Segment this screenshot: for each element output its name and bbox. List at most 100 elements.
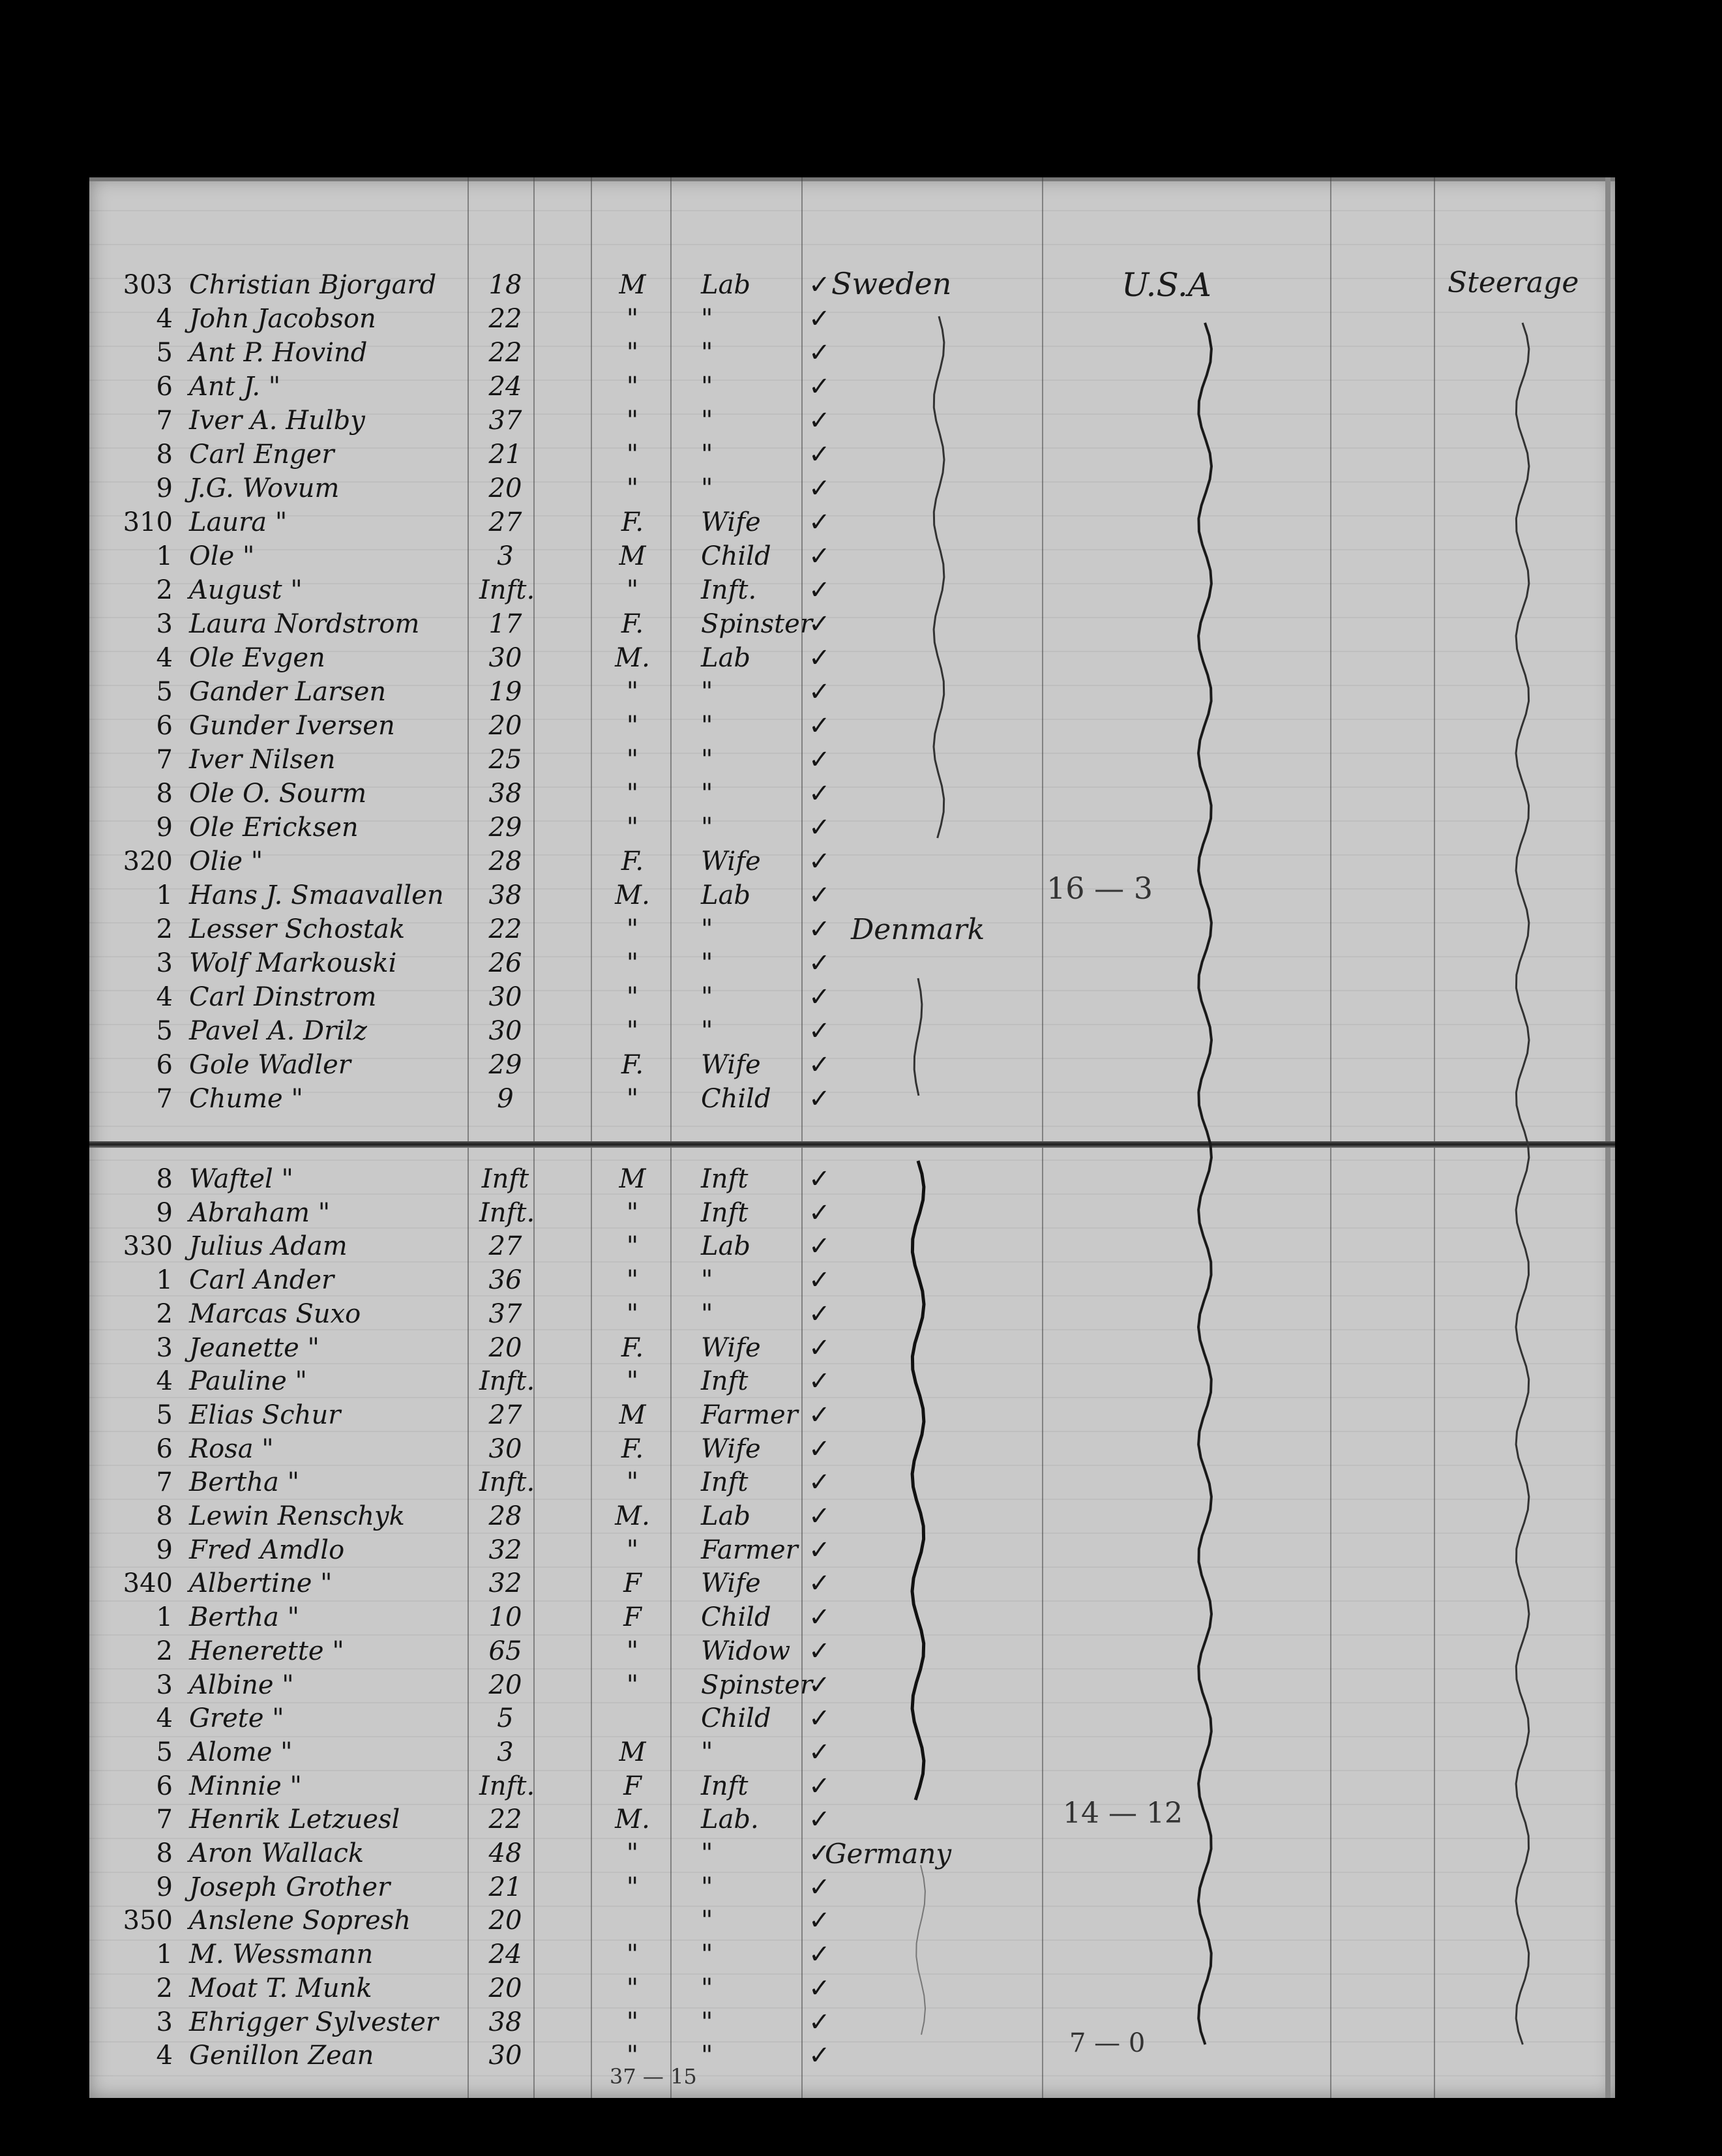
table-row: 6 Minnie " Inft. F Inft ✓ — [0, 1770, 1722, 1803]
passenger-occupation: " — [701, 440, 713, 470]
passenger-age: 20 — [488, 473, 522, 503]
passenger-occupation: " — [701, 1838, 713, 1868]
passenger-name: Lesser Schostak — [189, 914, 406, 944]
passenger-occupation: Wife — [701, 846, 761, 876]
table-row: 8 Ole O. Sourm 38 " " ✓ — [0, 777, 1722, 810]
check-mark: ✓ — [809, 1332, 831, 1363]
passenger-number: 5 — [156, 1016, 173, 1046]
check-mark: ✓ — [809, 880, 831, 910]
check-mark: ✓ — [809, 2041, 831, 2071]
column-rule — [1330, 177, 1331, 2098]
passenger-name: Chume " — [189, 1084, 303, 1114]
table-row: 1 M. Wessmann 24 " " ✓ — [0, 1938, 1722, 1971]
passenger-number: 3 — [156, 948, 173, 978]
passenger-name: Joseph Grother — [189, 1872, 391, 1902]
check-mark: ✓ — [809, 575, 831, 605]
passenger-name: Henrik Letzuesl — [189, 1804, 400, 1835]
passenger-sex: " — [626, 1872, 639, 1902]
passenger-age: 17 — [488, 609, 522, 639]
passenger-age: 36 — [488, 1265, 522, 1296]
table-row: 350 Anslene Sopresh 20 " ✓ — [0, 1904, 1722, 1937]
table-row: 340 Albertine " 32 F Wife ✓ — [0, 1567, 1722, 1600]
table-row: 1 Hans J. Smaavallen 38 M. Lab ✓ — [0, 879, 1722, 912]
table-row: 2 Lesser Schostak 22 " " ✓ — [0, 913, 1722, 946]
passenger-name: Carl Dinstrom — [189, 982, 377, 1012]
passenger-sex: M. — [615, 643, 650, 673]
table-row: 8 Waftel " Inft M Inft ✓ — [0, 1163, 1722, 1195]
passenger-number: 1 — [156, 880, 173, 910]
table-row: 4 Genillon Zean 30 " " ✓ — [0, 2039, 1722, 2072]
passenger-name: Olie " — [189, 846, 263, 876]
passenger-age: Inft. — [479, 1366, 535, 1397]
denmark-bracket-bottom — [910, 1160, 926, 1801]
passenger-age: 26 — [488, 948, 522, 978]
passenger-name: Julius Adam — [189, 1231, 348, 1262]
passenger-age: 30 — [488, 2041, 522, 2071]
check-mark: ✓ — [809, 2007, 831, 2037]
page-right-edge — [1605, 177, 1611, 2098]
check-mark: ✓ — [809, 914, 831, 944]
table-row: 7 Chume " 9 " Child ✓ — [0, 1083, 1722, 1115]
passenger-name: Albertine " — [189, 1568, 333, 1599]
check-mark: ✓ — [809, 1568, 831, 1599]
check-mark: ✓ — [809, 745, 831, 775]
table-row: 320 Olie " 28 F. Wife ✓ — [0, 845, 1722, 878]
column-rule — [591, 177, 592, 2098]
passenger-name: Pavel A. Drilz — [189, 1016, 367, 1046]
check-mark: ✓ — [809, 1366, 831, 1397]
passenger-number: 3 — [156, 2007, 173, 2037]
passenger-number: 1 — [156, 1265, 173, 1296]
passenger-sex: " — [626, 406, 639, 436]
column-rule — [670, 177, 672, 2098]
table-row: 7 Henrik Letzuesl 22 M. Lab. ✓ — [0, 1803, 1722, 1836]
check-mark: ✓ — [809, 1164, 831, 1194]
passenger-occupation: " — [701, 2041, 713, 2071]
table-row: 8 Aron Wallack 48 " " ✓ — [0, 1837, 1722, 1870]
passenger-number: 4 — [156, 1366, 173, 1397]
passenger-occupation: Lab — [701, 1501, 751, 1531]
table-row: 4 John Jacobson 22 " " ✓ — [0, 303, 1722, 335]
passenger-sex: " — [626, 1366, 639, 1397]
table-row: 5 Elias Schur 27 M Farmer ✓ — [0, 1399, 1722, 1431]
passenger-sex: F. — [621, 846, 644, 876]
passenger-age: 22 — [488, 338, 522, 368]
passenger-age: 22 — [488, 1804, 522, 1835]
passenger-sex: " — [626, 1467, 639, 1498]
passenger-age: 48 — [488, 1838, 522, 1868]
passenger-name: Wolf Markouski — [189, 948, 397, 978]
passenger-sex: " — [626, 1016, 639, 1046]
passenger-sex: F. — [621, 1433, 644, 1464]
passenger-sex: F — [623, 1771, 642, 1801]
check-mark: ✓ — [809, 1737, 831, 1767]
check-mark: ✓ — [809, 1771, 831, 1801]
passenger-sex: " — [626, 372, 639, 402]
passenger-sex: M. — [615, 1501, 650, 1531]
passenger-sex: M — [619, 1164, 646, 1194]
passenger-occupation: Widow — [701, 1636, 791, 1666]
passenger-sex: M — [619, 1400, 646, 1430]
passenger-occupation: Wife — [701, 1050, 761, 1080]
passenger-occupation: " — [701, 2007, 713, 2037]
passenger-name: Ole Ericksen — [189, 813, 359, 843]
passenger-sex: " — [626, 1265, 639, 1296]
passenger-name: Henerette " — [189, 1636, 344, 1666]
sweden-bracket — [932, 316, 945, 839]
passenger-number: 2 — [156, 575, 173, 605]
passenger-number: 6 — [156, 1050, 173, 1080]
passenger-number: 330 — [123, 1231, 173, 1262]
table-row: 3 Albine " 20 " Spinster ✓ — [0, 1669, 1722, 1701]
passenger-occupation: Inft — [701, 1366, 749, 1397]
table-row: 9 Fred Amdlo 32 " Farmer ✓ — [0, 1534, 1722, 1566]
passenger-occupation: Lab — [701, 1231, 751, 1262]
passenger-occupation: Wife — [701, 507, 761, 537]
denmark-bracket-top — [913, 978, 923, 1096]
table-row: 4 Ole Evgen 30 M. Lab ✓ — [0, 642, 1722, 674]
passenger-name: Abraham " — [189, 1197, 331, 1228]
passenger-age: 24 — [488, 372, 522, 402]
passenger-age: 22 — [488, 304, 522, 334]
check-mark: ✓ — [809, 473, 831, 503]
passenger-sex: " — [626, 711, 639, 741]
passenger-number: 2 — [156, 914, 173, 944]
passenger-age: 37 — [488, 406, 522, 436]
passenger-occupation: " — [701, 1939, 713, 1970]
